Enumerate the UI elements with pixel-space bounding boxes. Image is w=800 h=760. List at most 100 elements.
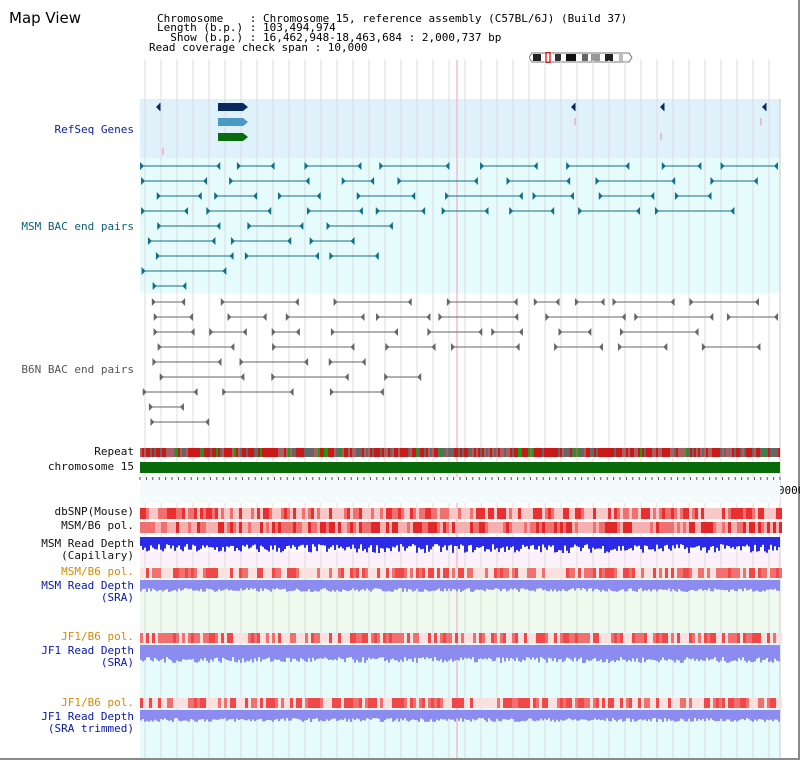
repeat-segment xyxy=(772,448,774,457)
repeat-segment xyxy=(396,448,398,457)
b6n-bac-end xyxy=(240,373,245,381)
msm-bac-end xyxy=(152,282,157,290)
repeat-segment xyxy=(504,448,506,457)
depth-bar xyxy=(284,580,286,589)
repeat-segment xyxy=(364,448,366,457)
depth-bar xyxy=(590,580,592,589)
repeat-segment xyxy=(674,448,676,457)
depth-bar xyxy=(204,710,206,722)
depth-bar xyxy=(702,580,704,591)
b6n-bac-end xyxy=(756,343,761,351)
heat-cell xyxy=(323,698,326,708)
heat-cell xyxy=(140,633,143,643)
repeat-segment xyxy=(698,448,700,457)
depth-bar xyxy=(186,580,188,589)
depth-bar xyxy=(388,645,390,663)
heat-cell xyxy=(485,522,488,533)
heat-cell xyxy=(698,698,701,708)
depth-bar xyxy=(688,645,690,659)
depth-bar xyxy=(310,710,312,722)
depth-bar xyxy=(434,710,436,722)
depth-bar xyxy=(736,710,738,722)
heat-cell xyxy=(185,698,188,708)
heat-cell xyxy=(449,633,452,643)
heat-cell xyxy=(227,522,230,533)
heat-cell xyxy=(686,508,689,519)
heat-cell xyxy=(227,633,230,643)
repeat-segment xyxy=(594,448,596,457)
heat-cell xyxy=(665,568,668,578)
heat-cell xyxy=(425,508,428,519)
depth-bar xyxy=(730,580,732,590)
repeat-segment xyxy=(640,448,642,457)
depth-bar xyxy=(158,580,160,591)
depth-bar xyxy=(142,645,144,662)
depth-bar xyxy=(642,580,644,592)
heat-cell xyxy=(239,633,242,643)
depth-bar xyxy=(488,710,490,719)
heat-cell xyxy=(215,522,218,533)
heat-cell xyxy=(230,568,233,578)
heat-cell xyxy=(452,633,455,643)
depth-bar xyxy=(516,580,518,590)
heat-cell xyxy=(398,633,401,643)
depth-bar xyxy=(236,645,238,663)
depth-bar xyxy=(334,580,336,592)
heat-cell xyxy=(617,698,620,708)
heat-cell xyxy=(515,568,518,578)
depth-bar xyxy=(192,710,194,720)
depth-bar xyxy=(214,580,216,592)
heat-cell xyxy=(368,508,371,519)
depth-bar xyxy=(502,710,504,720)
depth-bar xyxy=(316,645,318,660)
depth-bar xyxy=(194,580,196,591)
repeat-segment xyxy=(256,448,258,457)
depth-bar xyxy=(288,710,290,721)
depth-bar xyxy=(506,537,508,547)
chromosome-ideogram[interactable] xyxy=(529,52,633,63)
depth-bar xyxy=(762,645,764,661)
heat-cell xyxy=(389,568,392,578)
depth-bar xyxy=(446,580,448,592)
repeat-segment xyxy=(714,448,716,457)
heat-cell xyxy=(149,508,152,519)
depth-bar xyxy=(212,645,214,662)
b6n-bac-end xyxy=(152,358,157,366)
heat-cell xyxy=(614,698,617,708)
depth-bar xyxy=(652,580,654,590)
msm-bac-end xyxy=(222,267,227,275)
depth-bar xyxy=(374,580,376,589)
depth-bar xyxy=(490,710,492,721)
heat-cell xyxy=(176,568,179,578)
depth-bar xyxy=(662,645,664,658)
depth-bar xyxy=(728,580,730,592)
heat-cell xyxy=(527,633,530,643)
heat-cell xyxy=(755,508,758,519)
repeat-segment xyxy=(210,448,212,457)
heat-cell xyxy=(617,633,620,643)
depth-bar xyxy=(206,645,208,661)
heat-cell xyxy=(629,508,632,519)
depth-bar xyxy=(634,645,636,662)
repeat-segment xyxy=(744,448,746,457)
heat-cell xyxy=(170,633,173,643)
heat-cell xyxy=(350,698,353,708)
heat-cell xyxy=(155,633,158,643)
depth-bar xyxy=(152,645,154,662)
depth-bar xyxy=(434,645,436,658)
heat-cell xyxy=(302,508,305,519)
repeat-segment xyxy=(154,448,156,457)
depth-bar xyxy=(494,580,496,589)
heat-cell xyxy=(626,522,629,533)
repeat-segment xyxy=(768,448,770,457)
heat-cell xyxy=(521,508,524,519)
heat-cell xyxy=(194,698,197,708)
depth-bar xyxy=(648,537,650,550)
heat-cell xyxy=(725,698,728,708)
heat-cell xyxy=(554,568,557,578)
repeat-segment xyxy=(140,448,142,457)
heat-cell xyxy=(368,633,371,643)
depth-bar xyxy=(586,537,588,545)
heat-cell xyxy=(479,508,482,519)
